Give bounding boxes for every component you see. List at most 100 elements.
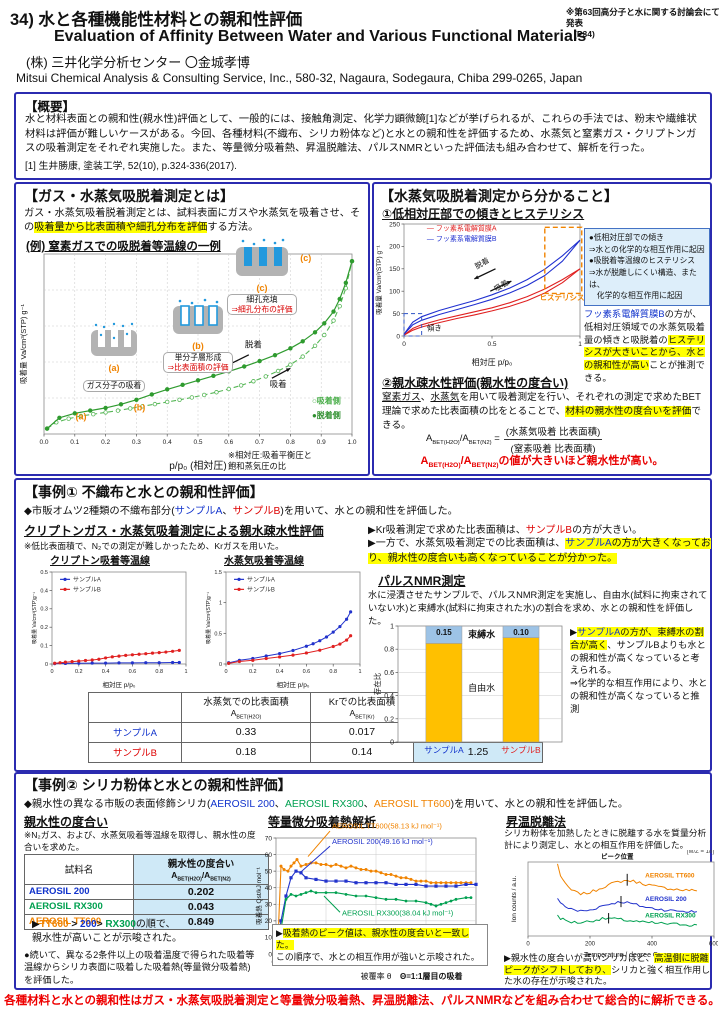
svg-text:0.8: 0.8 bbox=[329, 669, 337, 675]
svg-text:0.1: 0.1 bbox=[70, 439, 79, 446]
gas-example-title: (例) 窒素ガスでの吸脱着等温線の一例 bbox=[26, 241, 221, 253]
inset-a-tag: (a) bbox=[108, 363, 120, 374]
svg-text:150: 150 bbox=[389, 266, 400, 273]
case1-bullet2: ▶一方で、水蒸気吸着測定での比表面積は、サンプルAの方が大きくなっており、親水性… bbox=[368, 538, 711, 564]
svg-text:AEROSIL TT600: AEROSIL TT600 bbox=[645, 873, 695, 880]
svg-text:Θ=1:1層目の吸着: Θ=1:1層目の吸着 bbox=[400, 971, 462, 981]
vapor-findings-section: 【水蒸気吸脱着測定から分かること】 ①低相対圧部での傾きとヒステリシス 0 0.5… bbox=[372, 182, 712, 476]
svg-text:吸着: 吸着 bbox=[270, 379, 287, 389]
nmr-paragraph: 水に浸漬させたサンプルで、パルスNMR測定を実施し、自由水(試料に拘束されていな… bbox=[368, 590, 708, 627]
h2o-chart-title: 水蒸気吸着等温線 bbox=[224, 556, 304, 567]
vapor-sec1-title: ①低相対圧部での傾きとヒステリシス bbox=[382, 207, 585, 221]
svg-text:0.9: 0.9 bbox=[317, 439, 326, 446]
svg-text:20: 20 bbox=[265, 918, 273, 925]
svg-text:0: 0 bbox=[224, 669, 227, 675]
svg-text:サンプルA: サンプルA bbox=[424, 745, 464, 755]
svg-text:(b): (b) bbox=[134, 403, 146, 413]
case2-next-bullet: ●続いて、異なる2条件以上の吸着温度で得られた吸着等温線からシリカ表面に吸着した… bbox=[24, 950, 255, 985]
svg-text:1: 1 bbox=[358, 669, 361, 675]
tds-bullet: ▶親水性の度合いが高いシリカほど、高温側に脱離ピークがシフトしており、シリカと強… bbox=[504, 953, 711, 987]
overview-reference: [1] 生井勝康, 塗装工学, 52(10), p.324-336(2017). bbox=[25, 161, 237, 172]
svg-text:●脱着側: ●脱着側 bbox=[312, 410, 341, 420]
svg-text:0.8: 0.8 bbox=[155, 669, 163, 675]
svg-text:0.6: 0.6 bbox=[224, 439, 233, 446]
svg-text:0.3: 0.3 bbox=[40, 607, 48, 613]
svg-text:200: 200 bbox=[585, 942, 596, 948]
table-row: AEROSIL 200 0.202 bbox=[24, 883, 269, 900]
formula-fraction: (水蒸気吸着 比表面積) (窒素吸着 比表面積) bbox=[503, 424, 603, 455]
case2-col2-title: 等量微分吸着熱解析 bbox=[268, 815, 377, 829]
svg-text:被覆率 θ: 被覆率 θ bbox=[361, 971, 392, 981]
page-title: 34) 水と各種機能性材料との親和性評価 bbox=[10, 11, 303, 29]
pore-filling-icon bbox=[236, 238, 288, 276]
svg-text:0.8: 0.8 bbox=[286, 439, 295, 446]
svg-text:0.4: 0.4 bbox=[102, 669, 110, 675]
kr-chart-title: クリプトン吸着等温線 bbox=[50, 556, 150, 567]
qst-bullet: ▶吸着熱のピーク値は、親水性の度合いと一致した。 この順序で、水との相互作用が強い… bbox=[272, 924, 488, 967]
svg-text:0: 0 bbox=[390, 739, 394, 746]
authors: (株) 三井化学分析センター 〇金城孝博 bbox=[26, 55, 250, 70]
svg-text:吸着量 Va/cm³(STP) g⁻¹: 吸着量 Va/cm³(STP) g⁻¹ bbox=[374, 244, 383, 314]
case2-hydrophilicity-table: 試料名 親水性の度合い ABET(H2O)/ABET(N2) AEROSIL 20… bbox=[24, 854, 269, 930]
svg-text:サンプルA: サンプルA bbox=[247, 577, 275, 584]
overview-section: 【概要】 水と材料表面との親和性(親水性)評価として、一般的には、接触角測定、化… bbox=[14, 92, 712, 180]
vapor-para2: 窒素ガス、水蒸気を用いて吸着測定を行い、それぞれの測定で求めたBET理論で求めた… bbox=[382, 392, 702, 431]
svg-text:[M/Z = 18]: [M/Z = 18] bbox=[687, 850, 715, 855]
svg-text:0.4: 0.4 bbox=[40, 588, 48, 594]
relative-pressure-note: ※相対圧:吸着平衡圧と 飽和蒸気圧の比 bbox=[228, 450, 312, 471]
svg-text:AEROSIL 200(49.16 kJ mol⁻¹): AEROSIL 200(49.16 kJ mol⁻¹) bbox=[332, 837, 433, 846]
gas-description: ガス・水蒸気吸着脱着測定とは、試料表面にガスや水蒸気を吸着させ、その吸着量から比… bbox=[24, 208, 361, 234]
svg-text:— フッ素系電解質膜A: — フッ素系電解質膜A bbox=[427, 224, 497, 233]
inset-c-tag: (c) bbox=[256, 283, 268, 294]
svg-text:0.6: 0.6 bbox=[303, 669, 311, 675]
inset-b-tag: (b) bbox=[192, 341, 204, 352]
svg-text:0.2: 0.2 bbox=[40, 625, 48, 631]
svg-text:AEROSIL RX300: AEROSIL RX300 bbox=[645, 913, 696, 920]
svg-text:0: 0 bbox=[402, 341, 406, 348]
krypton-isotherm-chart: 0 0.2 0.4 0.6 0.8 1 0 0.1 0.2 0.3 0.4 0.5 相対圧 p/p₀ 吸着… bbox=[31, 570, 188, 689]
table-row: サンプルB 0.18 0.14 1.25 bbox=[88, 741, 543, 763]
tds-paragraph: シリカ粉体を加熱したときに脱離する水を質量分析計により測定し、水との相互作用を評… bbox=[504, 828, 707, 850]
svg-text:相対圧 p/p₀: 相対圧 p/p₀ bbox=[276, 680, 309, 689]
case2-intro: ◆親水性の異なる市販の表面修飾シリカ(AEROSIL 200、AEROSIL R… bbox=[24, 799, 629, 810]
svg-text:サンプルB: サンプルB bbox=[73, 587, 101, 594]
svg-text:ピーク位置: ピーク位置 bbox=[601, 851, 634, 860]
svg-text:AEROSIL RX300(38.04 kJ mol⁻¹): AEROSIL RX300(38.04 kJ mol⁻¹) bbox=[342, 909, 454, 918]
svg-text:30: 30 bbox=[265, 902, 273, 909]
svg-text:(c): (c) bbox=[300, 253, 311, 263]
case1-sub1-title: クリプトンガス・水蒸気吸着測定による親水疎水性評価 bbox=[24, 524, 324, 538]
tds-chart: 0 200 400 600 Temperature / degree C Ion coun… bbox=[511, 850, 718, 959]
nmr-bar-chart: 0 0.2 0.4 0.6 0.8 1 存在比 0.15 サンプルA 0.10 サンプルB 束縛水自由… bbox=[372, 623, 563, 755]
svg-text:傾き: 傾き bbox=[427, 323, 442, 332]
svg-text:0: 0 bbox=[219, 662, 222, 668]
svg-text:0.10: 0.10 bbox=[513, 628, 529, 637]
svg-text:AEROSIL TT600(58.13 kJ mol⁻¹): AEROSIL TT600(58.13 kJ mol⁻¹) bbox=[332, 822, 442, 831]
case1-sub1-note: ※低比表面積で、N₂での測定が難しかったため、Krガスを用いた。 bbox=[24, 541, 284, 551]
svg-text:吸着量 Va/cm³(STP)g⁻¹: 吸着量 Va/cm³(STP)g⁻¹ bbox=[31, 592, 38, 644]
svg-text:0: 0 bbox=[526, 942, 530, 948]
svg-text:0.2: 0.2 bbox=[249, 669, 257, 675]
svg-text:1: 1 bbox=[219, 601, 222, 607]
svg-text:— フッ素系電解質膜B: — フッ素系電解質膜B bbox=[427, 234, 497, 243]
svg-text:束縛水: 束縛水 bbox=[468, 629, 496, 640]
final-conclusion: 各種材料と水との親和性はガス・水蒸気吸脱着測定と等量微分吸着熱、昇温脱離法、パル… bbox=[4, 995, 720, 1007]
svg-text:自由水: 自由水 bbox=[468, 682, 495, 693]
svg-text:10: 10 bbox=[265, 935, 273, 942]
svg-text:脱着: 脱着 bbox=[245, 340, 262, 350]
svg-text:1.0: 1.0 bbox=[347, 439, 356, 446]
table-row: AEROSIL TT600 0.849 bbox=[24, 913, 269, 930]
svg-text:0.5: 0.5 bbox=[487, 341, 496, 348]
gas-molecule-inset-a: (a) ガス分子の吸着 bbox=[70, 320, 158, 393]
svg-text:0.0: 0.0 bbox=[39, 439, 48, 446]
svg-text:0.6: 0.6 bbox=[384, 670, 394, 677]
svg-text:1.5: 1.5 bbox=[214, 570, 222, 576]
vapor-para1: フッ素系電解質膜Bの方が、低相対圧領域での水蒸気吸着量の傾きと吸脱着のヒステリシ… bbox=[584, 309, 705, 384]
svg-text:0.1: 0.1 bbox=[40, 644, 48, 650]
svg-text:AEROSIL 200: AEROSIL 200 bbox=[645, 896, 687, 903]
svg-text:吸着熱 Qst/kJ mol⁻¹: 吸着熱 Qst/kJ mol⁻¹ bbox=[254, 866, 263, 924]
case1-nonwoven-section: 【事例① 不織布と水との親和性評価】 ◆市販オムツ2種類の不織布部分(サンプルA… bbox=[14, 478, 712, 772]
overview-heading: 【概要】 bbox=[25, 100, 76, 114]
gas-molecule-icon bbox=[91, 322, 137, 356]
svg-text:1: 1 bbox=[184, 669, 187, 675]
presentation-note-line1: ※第63回高分子と水に関する討論会にて発表 bbox=[566, 7, 720, 29]
